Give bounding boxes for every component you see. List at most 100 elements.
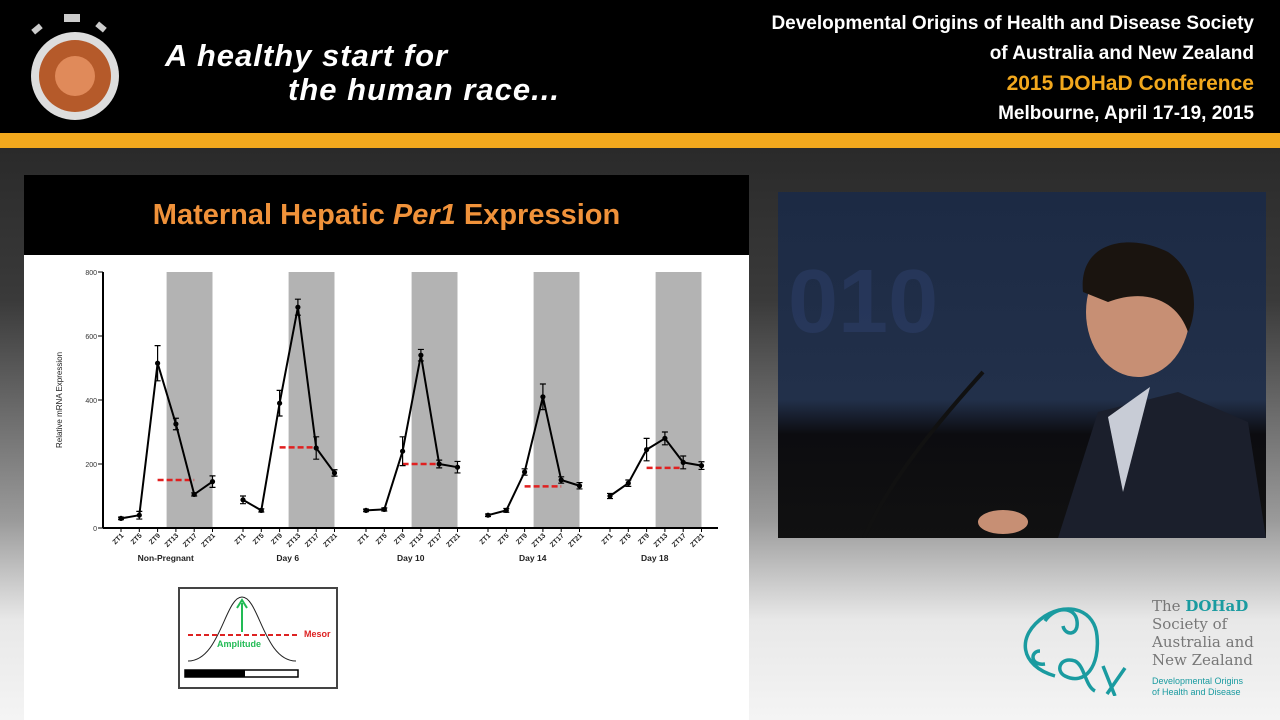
mesor-label: Mesor — [304, 629, 331, 639]
location-date: Melbourne, April 17-19, 2015 — [998, 103, 1254, 124]
y-axis-label: Relative mRNA Expression — [55, 352, 64, 448]
data-point — [522, 469, 528, 475]
data-point — [436, 461, 442, 467]
series-line — [365, 355, 458, 512]
y-tick-label: 0 — [93, 526, 97, 533]
group-label: Day 18 — [641, 553, 669, 563]
data-point — [454, 464, 461, 470]
x-tick-label: ZT21 — [567, 532, 584, 549]
data-point — [173, 421, 179, 427]
data-point — [540, 394, 546, 400]
x-tick-label: ZT1 — [234, 532, 248, 546]
presentation-slide: Maternal Hepatic Per1 Expression 0 200 400… — [24, 175, 749, 720]
title-gene: Per1 — [392, 199, 456, 231]
society-the: The — [1152, 597, 1186, 615]
series-line — [120, 362, 214, 520]
data-point — [381, 506, 387, 513]
data-point — [662, 435, 668, 441]
x-tick-label: ZT1 — [112, 532, 126, 546]
stopwatch-logo-icon — [31, 14, 119, 120]
data-point — [503, 507, 509, 513]
society-subtitle: Developmental Origins of Health and Dise… — [1152, 676, 1243, 698]
x-tick-label: ZT1 — [357, 532, 371, 546]
x-tick-label: ZT17 — [671, 532, 688, 549]
data-point — [644, 447, 650, 453]
data-point — [118, 515, 124, 521]
org-name-line1: Developmental Origins of Health and Dise… — [771, 13, 1254, 34]
society-acronym: DOHaD — [1185, 597, 1249, 615]
dark-phase-band — [533, 272, 580, 528]
speaker-video: 010 — [778, 192, 1266, 538]
dark-phase-band — [166, 272, 213, 528]
x-tick-label: ZT9 — [515, 532, 529, 546]
data-point — [607, 493, 613, 499]
x-tick-label: ZT13 — [286, 532, 303, 549]
data-point — [698, 463, 705, 469]
x-tick-label: ZT17 — [182, 532, 199, 549]
dark-phase-band — [288, 272, 335, 528]
x-tick-label: ZT17 — [304, 532, 321, 549]
y-tick-label: 600 — [85, 334, 97, 341]
dark-phase-band — [411, 272, 458, 528]
title-text-end: Expression — [455, 199, 621, 231]
slide-title-bar: Maternal Hepatic Per1 Expression — [24, 175, 749, 255]
x-tick-label: ZT5 — [619, 532, 633, 546]
society-line4: New Zealand — [1152, 651, 1253, 669]
speaker-video-frame: 010 — [788, 242, 1266, 538]
x-tick-label: ZT5 — [130, 532, 144, 546]
x-tick-label: ZT21 — [200, 532, 217, 549]
data-point — [485, 512, 491, 518]
amplitude-label: Amplitude — [217, 639, 261, 649]
data-point — [258, 507, 264, 513]
x-tick-label: ZT17 — [549, 532, 566, 549]
group-label: Day 14 — [519, 553, 547, 563]
dark-phase-band — [655, 272, 702, 528]
society-sub2: of Health and Disease — [1152, 687, 1241, 697]
tagline-line2: the human race... — [288, 72, 560, 107]
data-point — [277, 400, 283, 406]
x-tick-label: ZT13 — [653, 532, 670, 549]
slide-title: Maternal Hepatic Per1 Expression — [153, 199, 620, 232]
series-line — [487, 396, 580, 517]
dohad-society-logo-icon — [1023, 607, 1127, 696]
y-tick-label: 400 — [85, 398, 97, 405]
data-point — [363, 507, 369, 513]
x-tick-label: ZT1 — [601, 532, 615, 546]
data-point — [576, 483, 583, 489]
group-label: Day 10 — [397, 553, 425, 563]
society-line3: Australia and — [1152, 633, 1254, 651]
group-label: Non-Pregnant — [138, 553, 194, 563]
x-tick-label: ZT17 — [427, 532, 444, 549]
x-tick-label: ZT9 — [270, 532, 284, 546]
data-point — [136, 512, 142, 518]
title-text: Maternal Hepatic — [152, 199, 393, 231]
data-point — [295, 304, 301, 310]
data-point — [625, 480, 631, 486]
x-tick-label: ZT1 — [479, 532, 493, 546]
x-tick-label: ZT5 — [375, 532, 389, 546]
society-line2: Society of — [1152, 615, 1228, 633]
society-name: The DOHaD Society of Australia and New Z… — [1152, 597, 1254, 669]
x-tick-label: ZT5 — [252, 532, 266, 546]
x-tick-label: ZT21 — [689, 532, 706, 549]
tagline-line1: A healthy start for — [165, 38, 449, 73]
data-point — [209, 479, 216, 485]
x-tick-label: ZT21 — [445, 532, 462, 549]
data-point — [331, 470, 338, 476]
data-point — [680, 459, 686, 465]
x-tick-label: ZT13 — [164, 532, 181, 549]
data-point — [155, 360, 161, 366]
data-point — [191, 491, 197, 497]
data-point — [418, 352, 424, 358]
data-point — [558, 477, 564, 483]
data-point — [240, 497, 246, 503]
x-tick-label: ZT9 — [637, 532, 651, 546]
conference-name: 2015 DOHaD Conference — [1006, 72, 1254, 95]
society-sub1: Developmental Origins — [1152, 676, 1244, 686]
x-tick-label: ZT5 — [497, 532, 511, 546]
data-point — [400, 448, 406, 454]
group-label: Day 6 — [276, 553, 299, 563]
y-tick-label: 200 — [85, 462, 97, 469]
cosine-curve — [187, 596, 297, 662]
org-name-line2: of Australia and New Zealand — [989, 43, 1254, 64]
